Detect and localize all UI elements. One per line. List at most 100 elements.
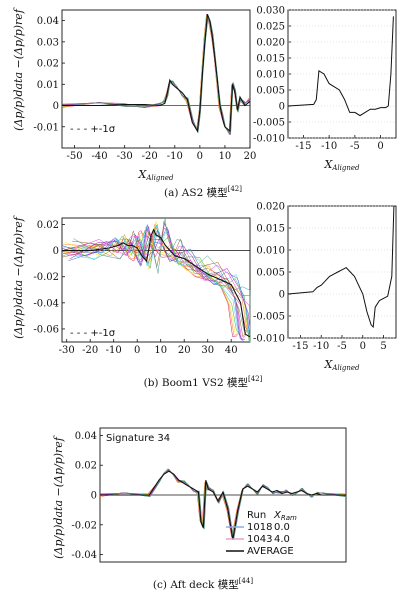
panel-a-left-xtick-label: -10	[167, 151, 183, 162]
panel-c-run-line	[100, 469, 347, 539]
panel-b-caption: (b) Boom1 VS2 模型[42]	[144, 375, 263, 389]
panel-a-right-xtick-label: -10	[321, 141, 337, 152]
panel-a-left-yticks: -0.01 0 0.01 0.02 0.03 0.04	[33, 16, 65, 133]
panel-b-left-xtick-label: 40	[225, 345, 238, 356]
panel-b-left-average-line	[62, 228, 251, 338]
panel-b-left-xtick-label: 0	[134, 345, 140, 356]
panel-b-ylabel: (Δp/p)data −(Δp/p)ref	[12, 215, 25, 339]
panel-a-right-xlabel: XAligned	[324, 158, 361, 172]
panel-a-left-run-line	[61, 14, 250, 135]
panel-a-right-ytick-label: 0.005	[256, 86, 285, 97]
panel-b-left-legend: - - - +-1σ	[70, 328, 116, 339]
panel-a-left-ytick-label: 0.02	[37, 59, 59, 70]
panel-b-left-xtick-label: -20	[82, 345, 98, 356]
panel-c-run-line	[100, 469, 347, 540]
panel-b-left-xtick-label: -10	[106, 345, 122, 356]
panel-a-left-xtick-label: -50	[66, 151, 82, 162]
panel-a-ylabel: (Δp/p)data −(Δp/p)ref	[12, 7, 25, 131]
panel-a-right-ytick-label: 0.010	[256, 70, 285, 81]
panel-a-caption: (a) AS2 模型[42]	[164, 185, 242, 199]
panel-b-right-yticks: -0.010 -0.005 0 0.005 0.010 0.015 0.020	[253, 202, 291, 345]
legend-average: AVERAGE	[247, 546, 294, 557]
panel-b-left-run-line	[63, 223, 251, 343]
panel-b-left-xtick-label: 30	[201, 345, 214, 356]
panel-b-right-xlabel: XAligned	[324, 358, 361, 372]
panel-a: (Δp/p)data −(Δp/p)ref -0.0100.010.020.03…	[12, 6, 397, 199]
panel-a-left-xtick-label: 0	[197, 151, 203, 162]
panel-c-average-line	[100, 470, 346, 540]
panel-a-right-ytick-label: -0.005	[253, 118, 285, 129]
panel-b-left-lines	[61, 217, 251, 343]
panel-c-run-line	[99, 468, 346, 539]
panel-c-run-line	[99, 468, 345, 538]
panel-b-left-ytick-label: -0.02	[33, 272, 59, 283]
panel-b-right-xtick-label: 0	[360, 341, 366, 352]
panel-a-right-ytick-label: 0.030	[256, 6, 285, 17]
panel-c: (Δp/p)data −(Δp/p)ref -0.04 -0.02 0 0.02 0.0…	[52, 427, 347, 591]
panel-b-left-xtick-label: 20	[178, 345, 191, 356]
panel-b-right-xtick-label: 5	[380, 341, 386, 352]
panel-a-left-xtick-label: -20	[142, 151, 158, 162]
panel-c-legend-header-x: XRam	[273, 510, 297, 522]
legend-x-1043: 4.0	[274, 534, 290, 545]
panel-b-right-lines	[287, 205, 396, 339]
panel-b-left-xtick-label: -30	[59, 345, 75, 356]
panel-b-right-xtick-label: -10	[313, 341, 329, 352]
panel-b-right-ytick-label: -0.005	[253, 312, 285, 323]
panel-a-left-ytick-label: 0.03	[37, 37, 59, 48]
panel-c-run-line	[100, 469, 347, 540]
panel-b-left-ytick-label: -0.06	[33, 324, 59, 335]
panel-c-legend-header-run: Run	[247, 510, 266, 521]
panel-a-right-ytick-label: 0	[279, 102, 285, 113]
panel-a-right-line	[287, 16, 394, 117]
legend-run-1043: 1043	[247, 534, 272, 545]
panel-a-right-xtick-label: -15	[295, 141, 311, 152]
panel-b-right-ytick-label: 0	[279, 290, 285, 301]
panel-c-ytick-label: -0.02	[71, 520, 97, 531]
panel-b-left-run-line	[64, 220, 251, 343]
panel-a-left-ytick-label: -0.01	[33, 122, 59, 133]
panel-b-right-xtick-label: -5	[337, 341, 347, 352]
panel-b-left-xticks: -30 -20 -10 0 10 20 30 40	[59, 339, 238, 356]
panel-a-left-run-line	[61, 14, 250, 136]
panel-a-left-frame	[61, 9, 251, 149]
panel-b-right-xticks: -15 -10 -5 0 5	[292, 335, 387, 352]
panel-c-legend: Run XRam 1018 0.0 1043 4.0 AVERAGE	[226, 510, 297, 557]
panel-a-left-xlabel: XAligned	[138, 168, 175, 182]
panel-c-title: Signature 34	[106, 433, 170, 444]
panel-a-left-lines	[61, 13, 251, 136]
panel-c-run-line	[99, 468, 346, 538]
panel-a-left-ytick-label: 0	[53, 101, 59, 112]
panel-a-right-ytick-label: 0.020	[256, 38, 285, 49]
panel-b-left-ytick-label: 0.02	[37, 220, 59, 231]
panel-c-run-line	[99, 468, 347, 539]
legend-run-1018: 1018	[247, 522, 272, 533]
panel-b-right-xtick-label: -15	[292, 341, 308, 352]
panel-a-left-xtick-label: -30	[117, 151, 133, 162]
panel-b-left-run-line	[61, 230, 249, 332]
panel-b-left-xtick-label: 10	[154, 345, 167, 356]
panel-b-right-ytick-label: -0.010	[253, 334, 285, 345]
panel-b-left-run-line	[70, 222, 251, 337]
panel-c-run-line	[99, 468, 346, 539]
panel-c-ylabel: (Δp/p)data −(Δp/p)ref	[52, 435, 65, 559]
panel-c-ytick-label: 0.04	[75, 431, 97, 442]
panel-a-left-average-line	[62, 13, 251, 133]
panel-c-ytick-label: 0.02	[75, 461, 97, 472]
panel-a-right-lines	[287, 9, 396, 139]
legend-x-1018: 0.0	[274, 522, 290, 533]
panel-a-right-xtick-label: 0	[377, 141, 383, 152]
panel-a-left-xticks: -50 -40 -30 -20 -10 0 10 20	[66, 145, 256, 162]
panel-a-right-ytick-label: -0.010	[253, 134, 285, 145]
panel-a-right-xticks: -15 -10 -5 0	[295, 135, 384, 152]
panel-a-left-xtick-label: -40	[92, 151, 108, 162]
panel-b-right-ytick-label: 0.005	[256, 268, 285, 279]
panel-a-left-legend: - - - +-1σ	[70, 124, 116, 135]
panel-a-right-ytick-label: 0.025	[256, 22, 285, 33]
panel-c-run-line	[99, 468, 346, 538]
panel-a-left-ytick-label: 0.04	[37, 16, 59, 27]
panel-b-right-ytick-label: 0.010	[256, 246, 285, 257]
panel-b-left-frame	[61, 217, 251, 343]
panel-a-right-ytick-label: 0.015	[256, 54, 285, 65]
panel-a-left-ytick-label: 0.01	[37, 80, 59, 91]
